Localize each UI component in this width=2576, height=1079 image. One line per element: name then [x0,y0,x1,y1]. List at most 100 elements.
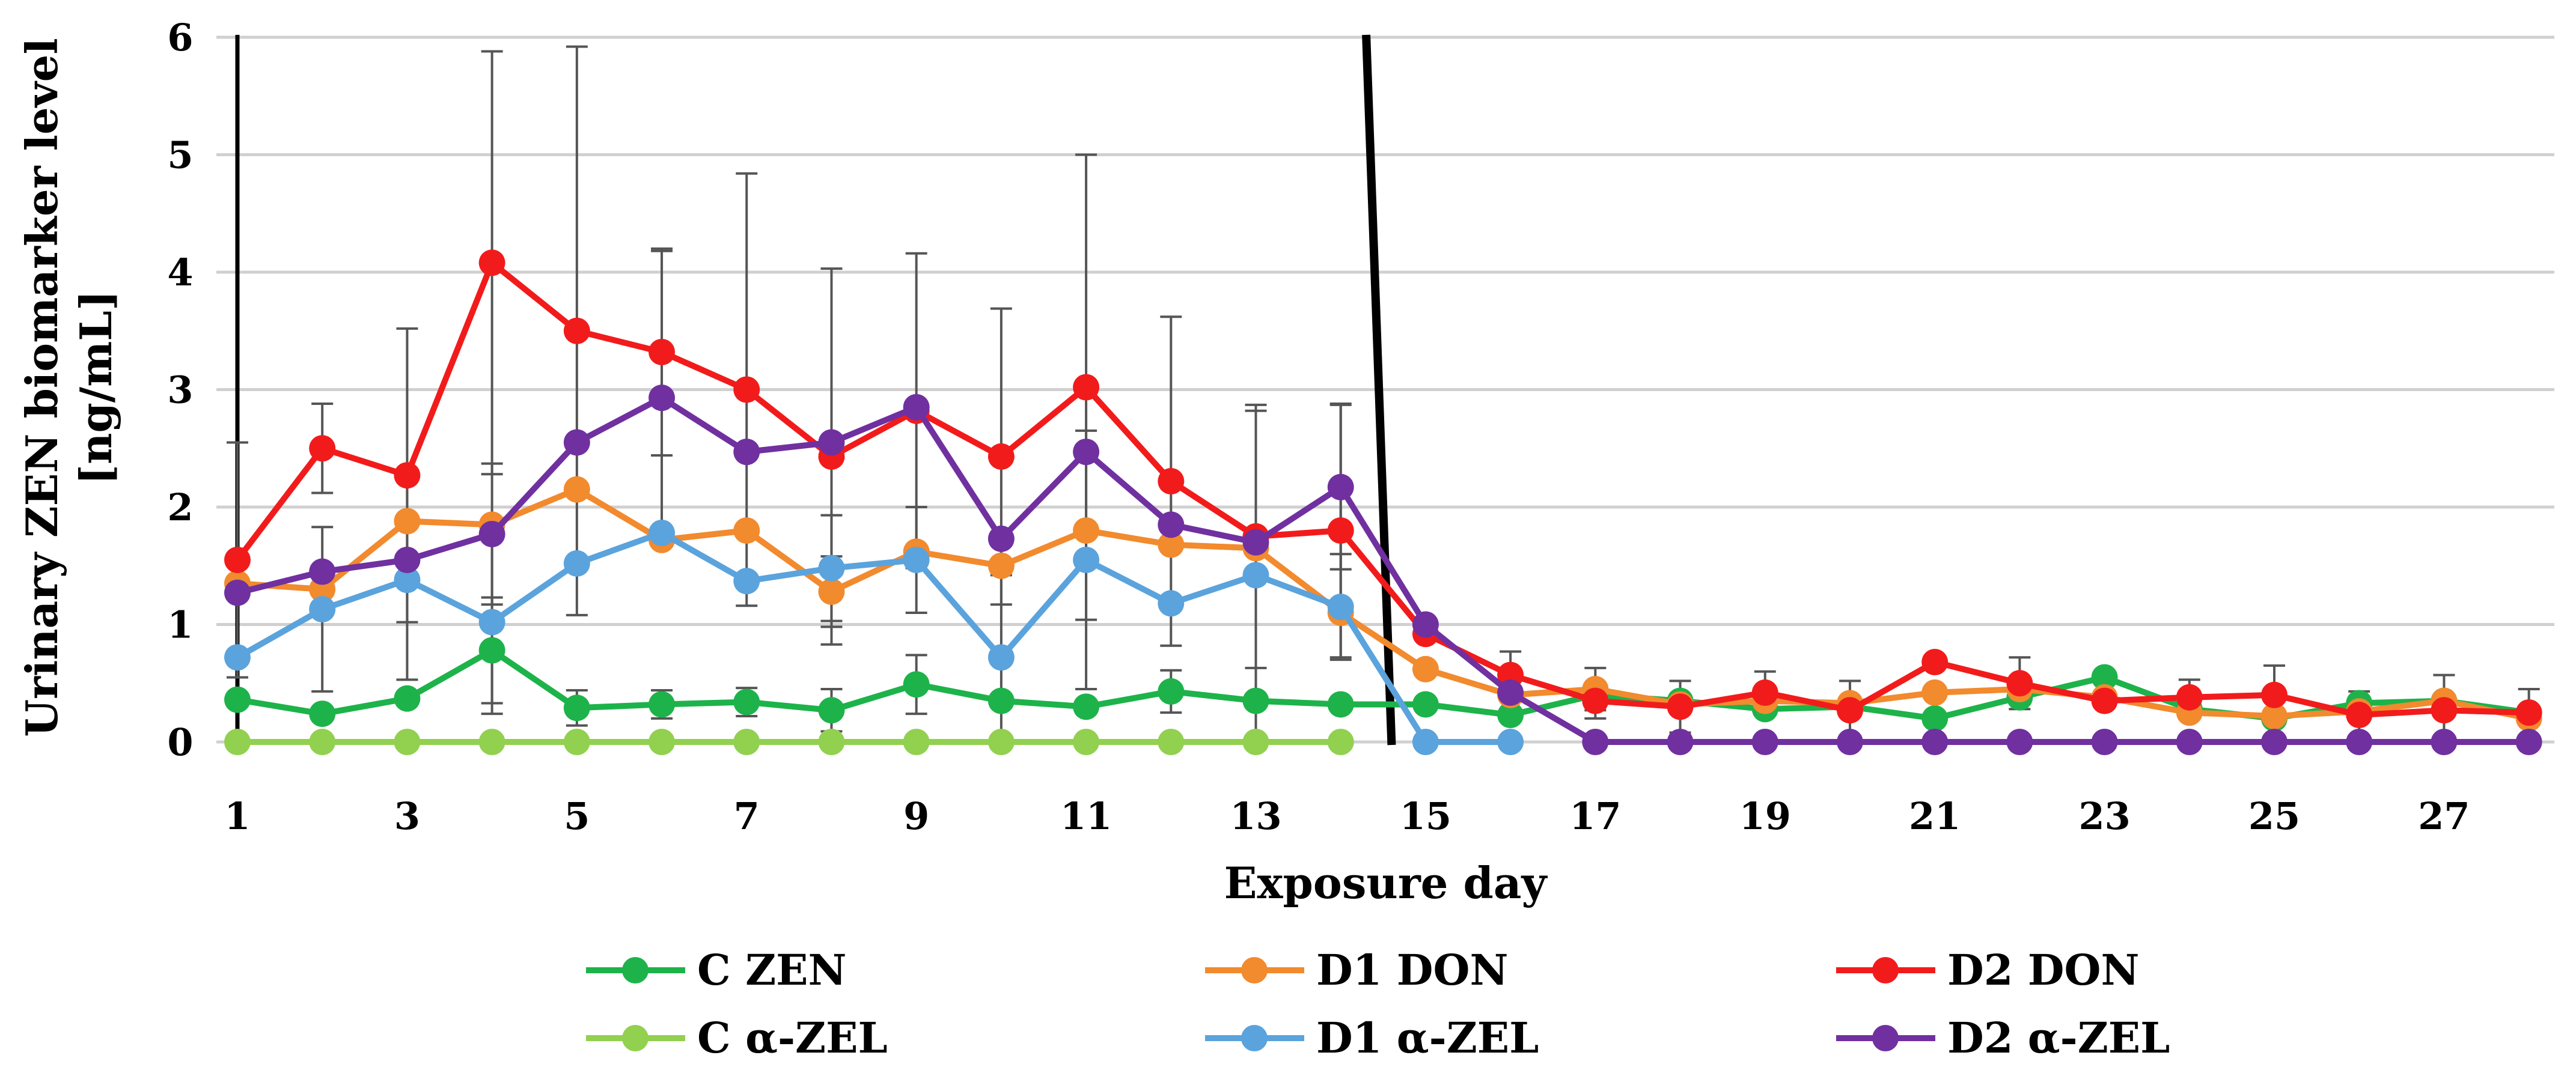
x-tick-label: 19 [1739,794,1791,838]
data-point [818,578,845,605]
x-axis-title: Exposure day [1224,857,1548,908]
data-point [2431,729,2458,755]
data-point [563,317,590,344]
data-point [563,695,590,722]
data-point [818,429,845,456]
data-point [1158,511,1185,538]
data-point [2006,729,2033,755]
data-point [224,579,251,606]
data-point [478,609,505,636]
legend-item: D1 α-ZEL [1205,1013,1539,1063]
y-tick-label: 5 [167,133,193,177]
data-point [1073,374,1100,401]
x-tick-label: 21 [1909,794,1961,838]
data-point [1327,517,1354,544]
data-point [2091,664,2118,691]
data-point [1751,679,1778,706]
data-point [987,443,1015,470]
data-point [1921,679,1949,706]
data-point [2176,684,2203,711]
legend-label: D2 α-ZEL [1947,1013,2170,1063]
data-point [1327,691,1354,718]
data-point [2091,687,2118,714]
legend-swatch-marker [1872,1025,1899,1051]
data-point [1751,729,1778,755]
series-lines [224,249,2542,755]
data-point [2346,702,2373,729]
data-point [1412,691,1439,718]
data-point [987,644,1015,671]
x-tick-label: 25 [2248,794,2300,838]
legend-label: C ZEN [697,945,847,995]
data-point [649,338,676,365]
data-point [394,567,421,594]
data-point [1158,531,1185,558]
y-axis-title-line-2: [ng/mL] [70,290,121,485]
data-point [563,729,590,755]
data-point [903,394,930,421]
legend-swatch-marker [622,957,649,983]
series-line [235,260,2529,719]
legend-label: D1 DON [1316,945,1508,995]
data-point [1158,729,1185,755]
legend-item: D2 α-ZEL [1836,1013,2170,1063]
data-point [478,729,505,755]
legend-item: C α-ZEL [586,1013,888,1063]
data-point [1327,729,1354,755]
data-point [1073,546,1100,573]
data-point [1073,439,1100,466]
data-point [987,687,1015,714]
legend-swatch-marker [1241,957,1268,983]
data-point [1073,729,1100,755]
data-point [1242,729,1269,755]
y-tick-label: 2 [167,485,193,529]
data-point [224,546,251,573]
data-point [649,520,676,547]
data-point [478,520,505,547]
data-point [818,697,845,724]
series-c-zel [224,729,1354,755]
data-point [563,476,590,503]
data-point [987,552,1015,579]
legend: C ZEN D1 DON D2 DON C α-ZEL D1 α-ZEL D2 α-ZEL [586,945,2170,1063]
legend-label: D2 DON [1947,945,2139,995]
data-point [1412,729,1439,755]
data-point [1921,649,1949,676]
data-point [987,525,1015,552]
x-tick-label: 5 [564,794,590,838]
data-point [2515,729,2542,755]
data-point [394,462,421,489]
x-tick-label: 23 [2078,794,2130,838]
legend-item: C ZEN [586,945,847,995]
x-tick-label: 3 [394,794,420,838]
data-point [478,249,505,276]
legend-label: D1 α-ZEL [1316,1013,1539,1063]
legend-swatch-marker [1872,957,1899,983]
series-d2-zel [224,384,2542,755]
y-tick-label: 3 [167,368,193,412]
x-tick-label: 11 [1060,794,1112,838]
data-point [2431,697,2458,724]
y-tick-label: 1 [167,603,193,647]
data-point [1158,590,1185,617]
data-point [1497,679,1524,706]
data-point [733,568,760,595]
data-point [1412,655,1439,682]
data-point [987,729,1015,755]
data-point [733,517,760,544]
data-point [2006,670,2033,697]
data-point [1242,687,1269,714]
data-point [903,671,930,698]
x-tick-label: 1 [224,794,250,838]
series-line [236,530,1511,745]
y-tick-label: 4 [167,251,193,294]
data-point [818,729,845,755]
data-point [309,558,336,585]
data-point [2091,729,2118,755]
series-d2-don [224,249,2542,729]
data-point [733,729,760,755]
data-point [2261,702,2288,729]
data-point [649,729,676,755]
data-point [1582,729,1609,755]
